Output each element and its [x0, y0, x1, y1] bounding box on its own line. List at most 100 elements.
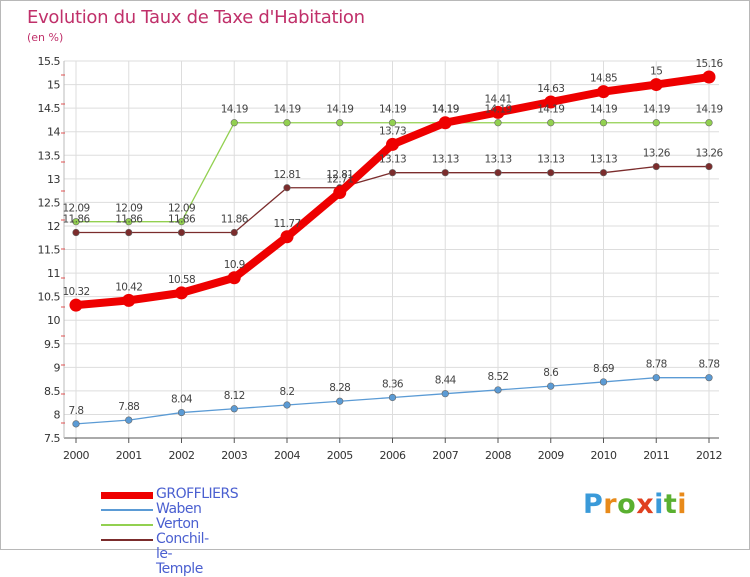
data-label: 12.09	[115, 203, 142, 215]
data-point	[547, 169, 555, 177]
data-point	[652, 119, 660, 127]
y-tick-label: 14.5	[38, 102, 61, 115]
data-point	[547, 382, 555, 390]
y-tick-label: 12.5	[38, 196, 61, 209]
data-point	[388, 169, 397, 177]
data-point	[69, 298, 83, 312]
data-point	[494, 119, 502, 127]
data-point	[652, 162, 660, 171]
legend-swatch	[101, 539, 153, 541]
data-point	[705, 119, 713, 127]
data-label: 12.71	[326, 173, 353, 185]
data-point	[175, 286, 188, 300]
line-chart: 7.5 8 8.5 9 9.5 10 10.5 11 11.5 12 12.5 13 13.5 14 14.…	[38, 55, 725, 462]
legend-swatch	[101, 509, 153, 511]
logo-letter: i	[654, 489, 664, 520]
y-tick-label: 15	[47, 79, 60, 92]
data-label: 7.8	[69, 405, 84, 417]
data-label: 12.09	[62, 203, 89, 215]
chart-unit-label: (en %)	[27, 31, 64, 44]
data-label: 14.19	[326, 104, 353, 116]
data-label: 8.69	[593, 363, 614, 375]
data-point	[599, 119, 608, 127]
data-point	[125, 218, 133, 226]
data-label: 8.52	[488, 371, 509, 383]
data-point	[441, 390, 449, 398]
legend-label: Verton	[156, 516, 199, 532]
data-label: 8.04	[171, 394, 193, 406]
data-point	[230, 119, 238, 127]
data-point	[388, 393, 397, 402]
data-point	[283, 184, 291, 192]
data-point	[597, 85, 610, 99]
y-tick-label: 11	[47, 267, 60, 280]
data-point	[125, 228, 133, 237]
data-point	[280, 230, 294, 244]
x-tick-label: 2012	[696, 449, 722, 462]
data-label: 13.13	[432, 154, 459, 166]
data-point	[599, 169, 608, 177]
logo-letter: P	[583, 489, 604, 520]
logo-letter: o	[617, 489, 637, 520]
data-label: 8.78	[646, 359, 667, 371]
data-label: 12.09	[168, 203, 195, 215]
data-point	[494, 169, 502, 177]
y-tick-label: 10	[47, 314, 60, 327]
data-point	[72, 218, 80, 226]
data-label: 13.13	[379, 154, 406, 166]
data-label: 10.58	[168, 274, 195, 286]
data-label: 10.42	[115, 281, 142, 293]
data-point	[336, 119, 344, 127]
data-label: 13.13	[537, 154, 564, 166]
y-tick-label: 13	[47, 173, 60, 186]
data-label: 11.86	[221, 214, 249, 226]
data-label: 14.19	[484, 104, 511, 116]
x-tick-label: 2011	[643, 449, 669, 462]
data-point	[230, 405, 238, 413]
y-tick-label: 14	[47, 126, 60, 139]
y-tick-label: 7.5	[44, 432, 60, 445]
data-label: 11.86	[168, 214, 196, 226]
data-label: 7.88	[118, 401, 139, 413]
data-label: 14.41	[484, 93, 511, 105]
data-point	[333, 185, 347, 199]
data-point	[177, 228, 186, 237]
y-tick-label: 15.5	[38, 55, 61, 68]
x-tick-label: 2006	[380, 449, 406, 462]
y-tick-label: 9.5	[44, 338, 60, 351]
data-point	[441, 169, 449, 177]
data-point	[283, 119, 291, 127]
data-label: 15.16	[695, 58, 723, 70]
data-label: 13.73	[379, 125, 406, 137]
proxiti-logo: Proxiti	[583, 489, 687, 520]
data-point	[547, 119, 555, 127]
data-point	[652, 374, 660, 382]
data-label: 14.19	[432, 104, 459, 116]
data-label: 14.19	[432, 104, 459, 116]
data-point	[544, 95, 558, 109]
data-point	[336, 397, 344, 405]
y-tick-label: 10.5	[38, 291, 61, 304]
data-label: 10.32	[62, 286, 89, 298]
data-label: 14.19	[379, 104, 406, 116]
data-label: 13.26	[643, 148, 671, 160]
data-label: 15	[650, 66, 662, 78]
data-point	[283, 401, 291, 409]
y-tick-label: 8	[54, 408, 61, 421]
x-tick-label: 2007	[432, 449, 458, 462]
legend-label: Conchil-le-Temple	[156, 531, 209, 577]
x-tick-label: 2008	[485, 449, 511, 462]
data-point	[649, 78, 663, 92]
data-point	[72, 228, 80, 237]
data-label: 14.19	[273, 104, 300, 116]
x-tick-label: 2009	[538, 449, 564, 462]
data-label: 14.63	[537, 83, 564, 95]
data-label: 12.81	[326, 169, 353, 181]
data-point	[705, 162, 713, 171]
data-label: 8.12	[224, 390, 245, 402]
data-label: 13.26	[695, 148, 723, 160]
data-point	[386, 137, 399, 151]
data-label: 8.36	[382, 378, 404, 390]
data-point	[125, 416, 133, 424]
x-tick-label: 2001	[116, 449, 142, 462]
